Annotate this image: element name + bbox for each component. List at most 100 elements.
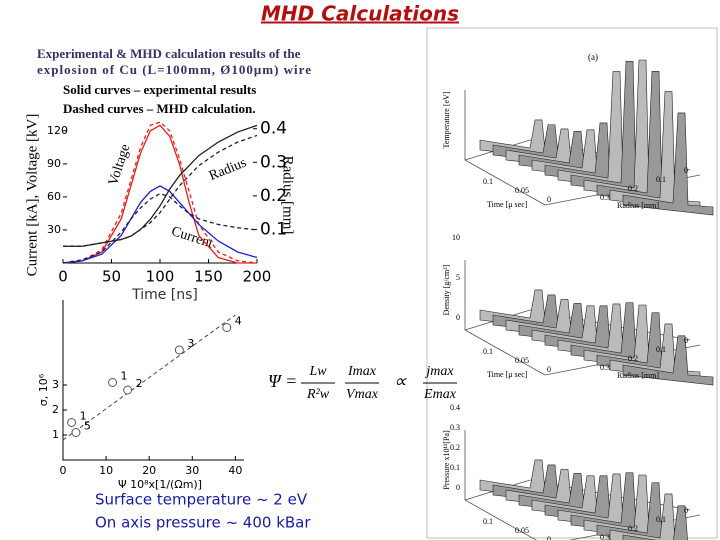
x-tick-label: 0: [60, 464, 67, 477]
y2-tick-label: 0.1: [260, 219, 287, 239]
note: On axis pressure ~ 400 kBar: [95, 514, 311, 532]
time-tick-label: 0.1: [483, 517, 493, 526]
formula-part: R²w: [306, 387, 330, 402]
y2-tick-label: 0.4: [260, 119, 287, 139]
formula-part: Emax: [423, 387, 457, 402]
y-axis-label: Current [kA], Voltage [kV]: [24, 114, 40, 277]
y-axis-label: σ, 10⁶: [37, 373, 50, 406]
series-line: [62, 124, 257, 264]
y2-tick-label: 0.3: [260, 152, 287, 172]
radius-tick-label: 0.2: [628, 524, 638, 533]
time-tick-label: 0.05: [515, 526, 529, 535]
point: [174, 345, 184, 355]
time-tick-label: 0.05: [515, 186, 529, 195]
point: [108, 378, 118, 387]
radius-tick-label: 0.1: [656, 175, 666, 184]
waterfall-slice: [622, 335, 714, 386]
x-tick-label: 200: [243, 268, 272, 286]
point: [123, 385, 133, 395]
z-tick-label: 0.1: [450, 463, 460, 472]
time-tick-label: 0: [547, 365, 551, 374]
waterfall-panel: Density [g/cm³] 10 5 0 0.1 0.05 0 0.3 0.2 0.1 0 Tim…: [442, 233, 714, 386]
x-tick-label: 150: [194, 268, 223, 286]
annotation: Voltage: [106, 142, 133, 187]
x-axis-label: Ψ 10⁸x[1/(Ωm)]: [118, 478, 202, 491]
point: [222, 323, 232, 332]
z-tick-label: 0: [456, 483, 460, 492]
point-label: 5: [84, 420, 91, 433]
time-axis-label: Time [μ sec]: [487, 200, 528, 209]
x-tick-label: 50: [102, 268, 121, 286]
panel-tag: (a): [588, 52, 598, 62]
y-tick-label: 1: [52, 428, 59, 441]
panel-frame: [426, 27, 718, 539]
series-line: [62, 121, 258, 264]
y-tick-label: 120: [47, 124, 68, 137]
x-tick-label: 40: [228, 464, 242, 477]
waterfall-slice: [609, 493, 679, 540]
waterfall-panel: Temperature [eV] (a) 0.1 0.05 0 0.3 0.2 0.1 0 Tim…: [442, 52, 714, 216]
radius-tick-label: 0.1: [656, 515, 666, 524]
radius-axis-label: Radius [mm]: [617, 371, 659, 380]
z-tick-label: 10: [452, 233, 460, 242]
radius-tick-label: 0: [684, 336, 688, 345]
radius-tick-label: 0.2: [628, 184, 638, 193]
series-line: [63, 134, 258, 247]
waterfall-slice: [622, 112, 714, 216]
annotation: Current: [169, 224, 214, 252]
note: Solid curves – experimental results: [63, 82, 256, 97]
radius-tick-label: 0.1: [656, 345, 666, 354]
x-tick-label: 20: [142, 464, 156, 477]
point-label: 3: [187, 337, 194, 350]
series-line: [62, 185, 258, 264]
point-label: 1: [80, 410, 87, 423]
z-axis-label: Temperature [eV]: [442, 91, 451, 148]
formula-part: ∝: [394, 371, 408, 391]
y-tick-label: 3: [52, 378, 59, 391]
radius-tick-label: 0: [684, 166, 688, 175]
slide-title: MHD Calculations: [261, 2, 459, 26]
time-tick-label: 0.1: [483, 347, 493, 356]
z-tick-label: 5: [456, 273, 460, 282]
time-tick-label: 0.05: [515, 356, 529, 365]
time-tick-label: 0: [547, 195, 551, 204]
y2-tick-label: 0.2: [260, 186, 287, 206]
waterfall-panel: Pressure x10¹¹[Pa] 0.4 0.3 0.2 0.1 0 0.1 0.05 0 0…: [442, 403, 701, 540]
y-tick-label: 60: [47, 190, 61, 203]
caption: Experimental & MHD calculation results o…: [37, 46, 301, 61]
z-tick-label: 0: [456, 313, 460, 322]
z-tick-label: 0.2: [450, 443, 460, 452]
caption: explosion of Cu (L=100mm, Ø100μm) wire: [37, 62, 312, 77]
point-label: 1: [121, 370, 128, 383]
y-tick-label: 30: [47, 223, 61, 236]
time-tick-label: 0.1: [483, 177, 493, 186]
fit-line: [62, 314, 236, 441]
radius-axis-label: Radius [mm]: [617, 201, 659, 210]
x-tick-label: 10: [99, 464, 113, 477]
x-tick-label: 100: [146, 268, 175, 286]
time-tick-label: 0: [547, 535, 551, 540]
x-tick-label: 0: [58, 268, 68, 286]
z-axis-label: Density [g/cm³]: [442, 264, 451, 315]
y2-axis-label: Radius [mm]: [280, 156, 296, 235]
y-tick-label: 2: [52, 403, 59, 416]
axes: [62, 300, 244, 461]
x-tick-label: 30: [185, 464, 199, 477]
z-tick-label: 0.4: [450, 403, 460, 412]
radius-tick-label: 0.3: [600, 193, 610, 202]
formula-part: jmax: [424, 364, 454, 379]
point-label: 2: [136, 377, 143, 390]
formula-part: Imax: [347, 364, 377, 379]
series-line: [62, 192, 258, 264]
y-tick-label: 90: [47, 157, 61, 170]
x-axis-label: Time [ns]: [131, 287, 198, 303]
waterfall-slice: [622, 505, 688, 540]
point: [67, 418, 77, 427]
formula-part: Vmax: [346, 387, 379, 402]
note: Surface temperature ~ 2 eV: [95, 491, 308, 509]
radius-tick-label: 0.2: [628, 354, 638, 363]
radius-tick-label: 0.3: [600, 533, 610, 540]
z-tick-label: 0.3: [450, 423, 460, 432]
radius-tick-label: 0.3: [600, 363, 610, 372]
